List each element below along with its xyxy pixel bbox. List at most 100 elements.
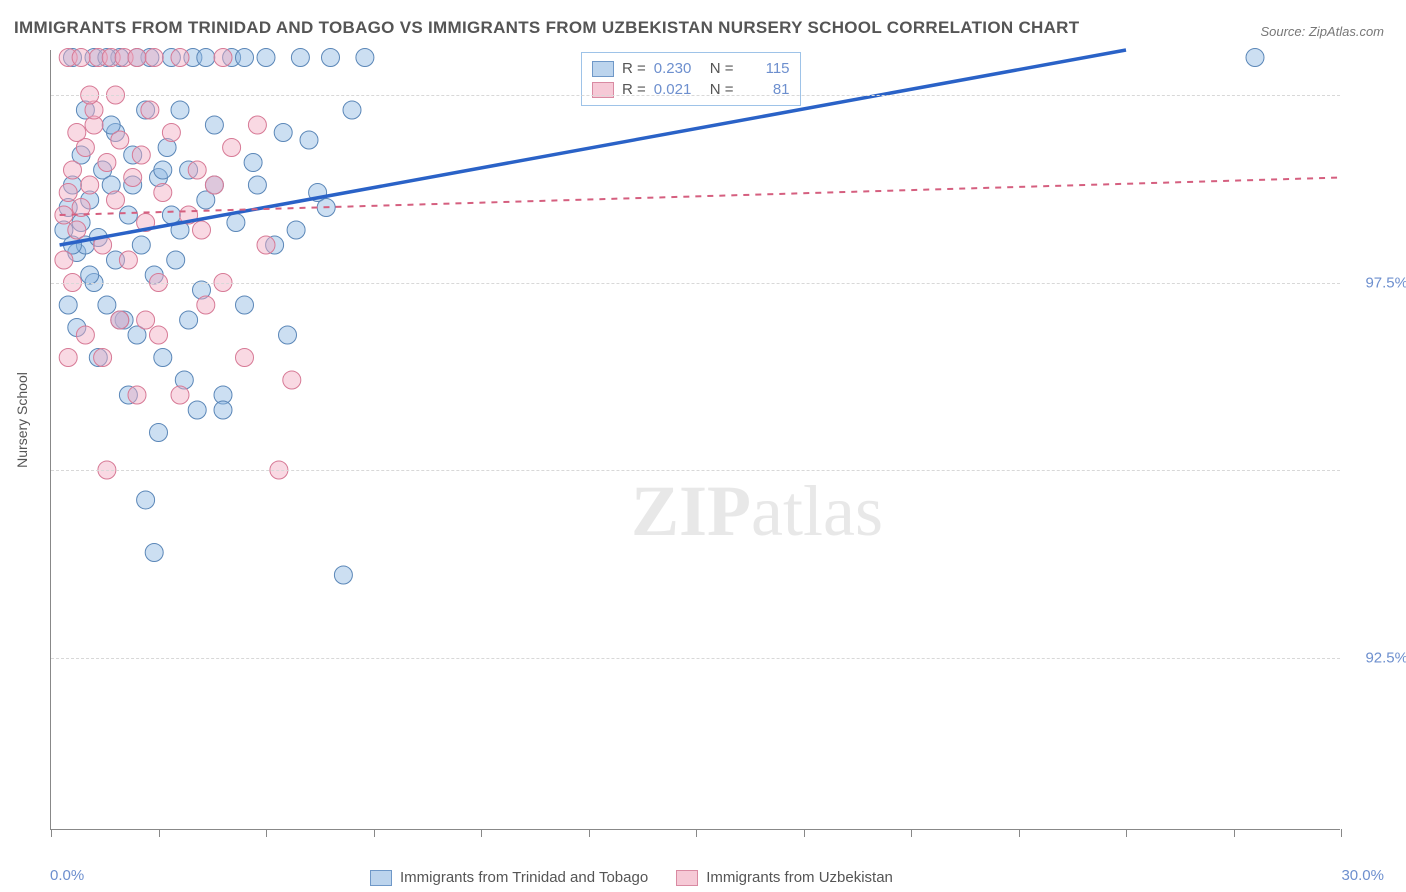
scatter-point [150,326,168,344]
grid-line [51,283,1340,284]
legend-item: Immigrants from Trinidad and Tobago [370,869,648,886]
scatter-point [291,49,309,67]
scatter-point [59,296,77,314]
scatter-point [356,49,374,67]
scatter-point [68,221,86,239]
x-tick [159,829,160,837]
x-tick-label-min: 0.0% [50,867,84,884]
scatter-point [119,251,137,269]
legend-label: Immigrants from Trinidad and Tobago [400,869,648,886]
x-tick [374,829,375,837]
scatter-point [59,184,77,202]
scatter-point [128,49,146,67]
scatter-point [197,296,215,314]
grid-line [51,658,1340,659]
stat-box: R = 0.230 N = 115 R =0.021N = 81 [581,52,801,106]
bottom-legend: Immigrants from Trinidad and Tobago Immig… [370,869,893,886]
grid-line [51,470,1340,471]
scatter-point [343,101,361,119]
x-tick [1234,829,1235,837]
legend-swatch [592,61,614,77]
scatter-point [279,326,297,344]
scatter-point [98,296,116,314]
scatter-point [145,49,163,67]
scatter-point [94,349,112,367]
scatter-point [236,49,254,67]
x-tick [589,829,590,837]
scatter-point [283,371,301,389]
scatter-point [72,49,90,67]
scatter-point [287,221,305,239]
scatter-point [132,236,150,254]
scatter-point [197,49,215,67]
scatter-point [274,124,292,142]
scatter-point [81,176,99,194]
scatter-point [111,311,129,329]
stat-row: R = 0.230 N = 115 [592,58,790,79]
x-tick [1341,829,1342,837]
scatter-point [141,101,159,119]
source-attribution: Source: ZipAtlas.com [1260,24,1384,39]
x-tick-label-max: 30.0% [1341,867,1384,884]
stat-row: R =0.021N = 81 [592,79,790,100]
scatter-point [248,116,266,134]
scatter-point [193,221,211,239]
scatter-point [167,251,185,269]
scatter-point [214,49,232,67]
scatter-point [214,401,232,419]
scatter-point [300,131,318,149]
legend-label: Immigrants from Uzbekistan [706,869,893,886]
stat-r-value: 0.230 [654,60,702,77]
scatter-point [55,251,73,269]
scatter-point [244,154,262,172]
scatter-point [257,236,275,254]
scatter-point [162,206,180,224]
scatter-point [171,101,189,119]
scatter-point [154,349,172,367]
y-axis-label: Nursery School [14,372,30,468]
plot-svg [51,50,1340,829]
x-tick [266,829,267,837]
scatter-point [137,491,155,509]
x-tick [696,829,697,837]
scatter-point [227,214,245,232]
scatter-point [180,311,198,329]
legend-swatch [676,870,698,886]
stat-n-value: 115 [742,60,790,77]
scatter-point [64,161,82,179]
x-tick [1126,829,1127,837]
stat-n-label: N = [710,60,734,77]
scatter-point [205,176,223,194]
scatter-point [162,124,180,142]
scatter-point [145,544,163,562]
scatter-point [68,124,86,142]
scatter-point [154,184,172,202]
grid-line [51,95,1340,96]
stat-r-label: R = [622,60,646,77]
scatter-point [132,146,150,164]
scatter-point [81,266,99,284]
scatter-point [111,131,129,149]
scatter-point [334,566,352,584]
x-tick [1019,829,1020,837]
scatter-point [188,401,206,419]
x-tick [51,829,52,837]
legend-item: Immigrants from Uzbekistan [676,869,893,886]
scatter-point [205,116,223,134]
y-tick-label: 97.5% [1365,274,1406,291]
legend-swatch [370,870,392,886]
chart-title: IMMIGRANTS FROM TRINIDAD AND TOBAGO VS I… [14,18,1079,38]
scatter-point [223,139,241,157]
scatter-point [236,296,254,314]
scatter-point [236,349,254,367]
x-tick [911,829,912,837]
scatter-point [76,326,94,344]
scatter-point [107,191,125,209]
scatter-point [59,349,77,367]
scatter-point [257,49,275,67]
scatter-point [124,169,142,187]
scatter-point [98,154,116,172]
scatter-point [137,311,155,329]
scatter-point [248,176,266,194]
y-tick-label: 92.5% [1365,649,1406,666]
